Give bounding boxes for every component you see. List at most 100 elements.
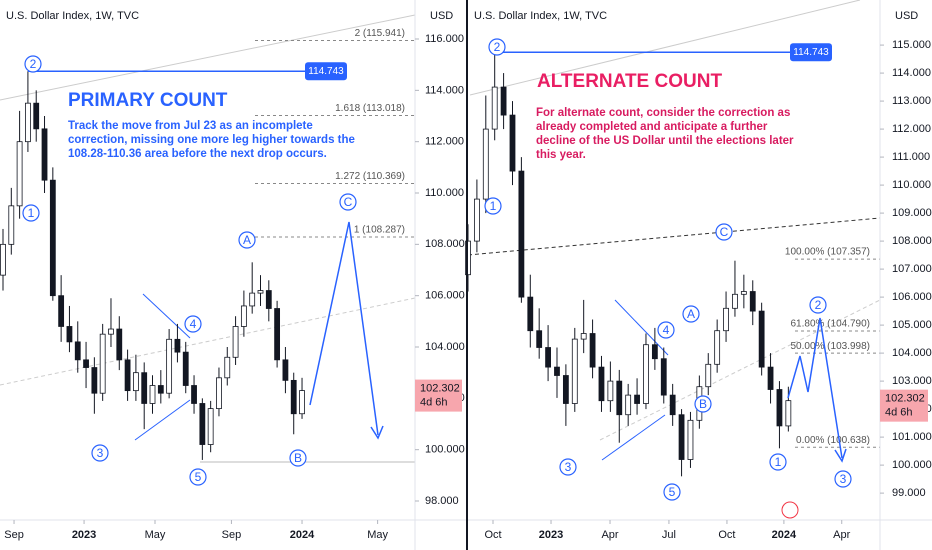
y-tick-label: 98.000 — [425, 495, 459, 507]
y-tick-label: 108.000 — [425, 238, 465, 250]
peak-box — [790, 43, 832, 62]
candle-body — [33, 102, 40, 130]
y-tick-label: 107.000 — [892, 263, 932, 275]
x-tick-label: Sep — [222, 529, 242, 541]
y-tick-label: 113.000 — [892, 95, 931, 107]
wave-circle — [184, 315, 202, 333]
candle-body — [723, 307, 729, 332]
y-tick-label: 115.000 — [892, 39, 931, 51]
candle-body — [166, 338, 173, 394]
wedge-line — [142, 293, 191, 339]
candle-body — [678, 414, 685, 460]
candle-body — [174, 338, 181, 353]
x-tick-label: 2023 — [539, 529, 563, 541]
x-tick-label: Oct — [718, 529, 735, 541]
wave-label: 1 — [22, 204, 40, 222]
wave-text: 3 — [97, 446, 104, 460]
y-tick-label: 104.000 — [892, 347, 932, 359]
candle-body — [0, 243, 6, 276]
candle-body — [571, 338, 578, 404]
y-tick-label: 103.000 — [892, 375, 932, 387]
wave-text: B — [294, 451, 302, 465]
candle-body — [527, 296, 534, 332]
y-tick-label: 110.000 — [425, 187, 464, 199]
candles — [0, 71, 305, 460]
candle-body — [240, 305, 247, 327]
candle-body — [598, 366, 605, 402]
wave-label: 3 — [91, 444, 109, 462]
last-price: 102.302 — [420, 382, 460, 394]
wave-label: B — [694, 395, 712, 413]
fib-label: 50.00% (103.998) — [790, 341, 870, 352]
fib-label: 1.618 (113.018) — [335, 103, 405, 114]
note: 108.28-110.36 area before the next drop … — [68, 148, 327, 160]
wave-text: A — [243, 233, 251, 247]
last-price-tag — [880, 389, 928, 422]
candle-body — [509, 114, 516, 172]
y-tick-label: 104.000 — [425, 341, 465, 353]
wave-text: 3 — [840, 472, 847, 486]
wave-circle — [809, 296, 827, 314]
fib-label: 1.272 (110.369) — [335, 171, 405, 182]
peak-box — [305, 62, 347, 81]
countdown: 4d 6h — [885, 407, 913, 419]
trendline — [0, 14, 416, 101]
symbol: U.S. Dollar Index, 1W, TVC — [474, 10, 607, 22]
y-tick-label: 100.000 — [425, 444, 465, 456]
candle-body — [625, 394, 632, 416]
candle-body — [290, 379, 297, 415]
peak-label: 114.743 — [308, 66, 344, 77]
wave-label: 4 — [657, 321, 675, 339]
candle-body — [518, 170, 525, 298]
candle-body — [545, 347, 551, 368]
candle-body — [274, 308, 281, 361]
peak-label: 114.743 — [793, 47, 829, 58]
wave-text: C — [344, 195, 353, 209]
fib-label: 100.00% (107.357) — [785, 247, 870, 258]
wave-label: 5 — [663, 483, 681, 501]
candle-body — [108, 328, 114, 335]
trendline — [599, 299, 881, 441]
wedge-line — [614, 299, 669, 356]
trendline — [467, 217, 881, 256]
candle-body — [651, 344, 658, 360]
candle-body — [41, 128, 48, 181]
wave-circle — [657, 321, 675, 339]
note: already completed and anticipate a furth… — [536, 121, 768, 133]
candle-body — [749, 291, 756, 312]
candle-body — [16, 141, 23, 207]
candle-body — [182, 351, 189, 386]
symbol: U.S. Dollar Index, 1W, TVC — [6, 10, 139, 22]
wave-text: 2 — [30, 57, 37, 71]
note: decline of the US Dollar until the elect… — [536, 135, 794, 147]
candle-body — [669, 394, 676, 416]
candle-body — [232, 326, 239, 358]
candle-body — [99, 333, 106, 394]
y-tick-label: 112.000 — [425, 136, 464, 148]
y-tick-label: 108.000 — [892, 235, 932, 247]
y-tick-label: 114.000 — [425, 84, 464, 96]
wave-circle — [238, 231, 256, 249]
wave-text: 3 — [565, 460, 572, 474]
candle-body — [265, 290, 272, 309]
trendline — [469, 0, 861, 96]
candle-body — [141, 372, 148, 404]
levels: 100.00% (107.357) 61.80% (104.790) 50.00% … — [492, 43, 880, 448]
y-tick-label: 105.000 — [892, 319, 932, 331]
event-icon[interactable] — [781, 501, 799, 519]
wave-circle — [189, 468, 207, 486]
x-tick-label: May — [367, 529, 388, 541]
candle-body — [224, 356, 231, 379]
wave-text: 1 — [775, 455, 782, 469]
y-tick-label: 106.000 — [425, 290, 465, 302]
candle-body — [616, 380, 623, 416]
x-tick-label: 2023 — [72, 529, 96, 541]
candles — [465, 52, 792, 477]
candle-body — [91, 367, 98, 394]
candle-body — [562, 375, 569, 404]
wave-text: 5 — [195, 470, 202, 484]
wave-label: A — [682, 305, 700, 323]
candle-body — [157, 385, 164, 394]
projection — [787, 317, 843, 459]
